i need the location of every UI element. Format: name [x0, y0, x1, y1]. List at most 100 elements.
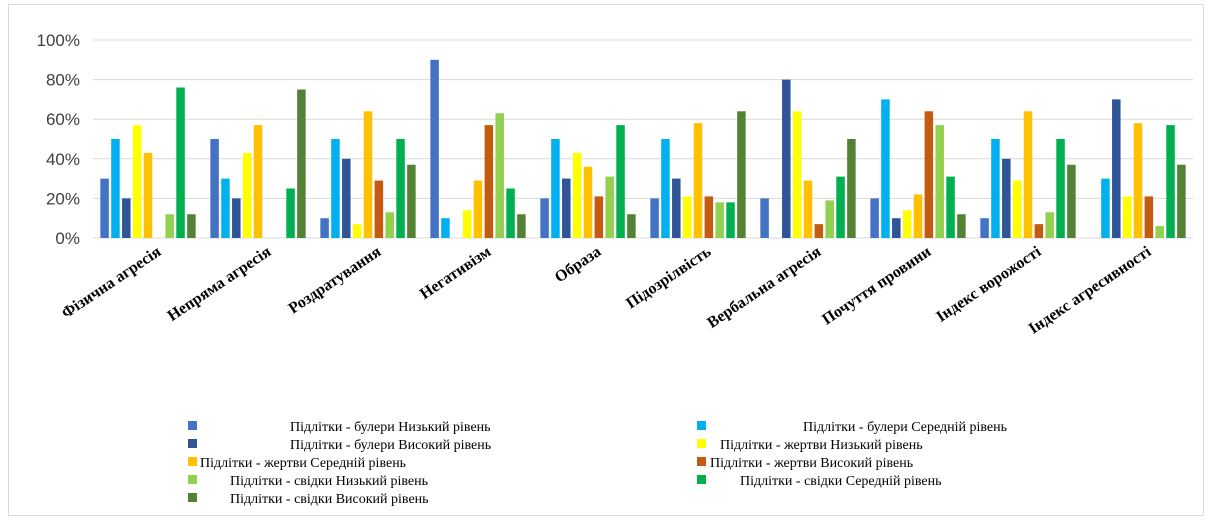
x-category-label: Почуття провини — [819, 243, 934, 328]
y-tick-label: 20% — [46, 189, 80, 208]
bar — [892, 218, 901, 238]
x-category-label: Роздратування — [286, 243, 385, 317]
legend-swatch — [188, 421, 197, 430]
y-tick-label: 100% — [37, 31, 80, 50]
legend-swatch — [188, 493, 197, 502]
legend-swatch — [697, 421, 706, 430]
bar — [286, 188, 295, 238]
bar — [1177, 164, 1186, 238]
bar — [594, 196, 604, 238]
bar — [980, 218, 989, 238]
bar — [232, 198, 241, 238]
bar — [221, 178, 230, 238]
bar — [430, 59, 439, 238]
legend-label: Підлітки - свідки Середній рівень — [740, 474, 941, 489]
bar — [605, 176, 614, 238]
bar — [297, 89, 306, 238]
bar — [100, 178, 109, 238]
bar — [782, 79, 791, 238]
bar — [132, 125, 142, 238]
bar — [210, 139, 219, 238]
bar — [1045, 212, 1054, 238]
bar — [165, 214, 174, 238]
bar — [902, 210, 912, 238]
bar — [693, 123, 703, 238]
bar — [704, 196, 714, 238]
legend-label: Підлітки - свідки Низький рівень — [230, 474, 428, 489]
bar — [242, 152, 252, 238]
legend-swatch — [188, 475, 197, 484]
bar — [1002, 158, 1011, 238]
bar — [991, 139, 1000, 238]
x-category-label: Індекс агресивності — [1026, 243, 1155, 338]
bar — [1155, 226, 1164, 238]
bar — [385, 212, 394, 238]
bar — [540, 198, 549, 238]
bar — [342, 158, 351, 238]
bar — [672, 178, 681, 238]
bar — [551, 139, 560, 238]
bar — [407, 164, 416, 238]
bar — [627, 214, 636, 238]
y-tick-label: 80% — [46, 71, 80, 90]
bar — [1067, 164, 1076, 238]
bar — [1101, 178, 1110, 238]
bar — [473, 180, 483, 238]
bar — [1023, 111, 1033, 238]
bar — [1056, 139, 1065, 238]
x-category-label: Непряма агресія — [165, 243, 275, 325]
bar — [374, 180, 384, 238]
bar — [715, 202, 724, 238]
legend-label: Підлітки - свідки Високий рівень — [230, 492, 429, 507]
x-category-label: Фізична агресія — [59, 243, 165, 322]
bar — [331, 139, 340, 238]
bar — [176, 87, 185, 239]
bar — [760, 198, 769, 238]
bar — [825, 200, 834, 238]
bar — [583, 166, 593, 238]
bar — [661, 139, 670, 238]
y-tick-label: 0% — [55, 229, 80, 248]
legend-label: Підлітки - булери Середній рівень — [803, 420, 1007, 435]
bar — [363, 111, 373, 238]
bar — [572, 152, 582, 238]
y-tick-label: 40% — [46, 150, 80, 169]
bar — [1133, 123, 1143, 238]
legend-label: Підлітки - булери Низький рівень — [290, 420, 491, 435]
bar — [870, 198, 879, 238]
bar — [462, 210, 472, 238]
x-category-label: Вербальна агресія — [704, 243, 824, 332]
legend-swatch — [697, 475, 706, 484]
bar — [320, 218, 329, 238]
bar — [187, 214, 196, 238]
bar — [111, 139, 120, 238]
legend-label: Підлітки - булери Високий рівень — [290, 438, 491, 453]
legend-label: Підлітки - жертви Низький рівень — [720, 438, 923, 453]
bar — [1166, 125, 1175, 238]
bar — [517, 214, 526, 238]
bar — [836, 176, 845, 238]
bar — [792, 111, 802, 238]
bar — [1122, 196, 1132, 238]
bar — [737, 111, 746, 238]
bar — [957, 214, 966, 238]
bar — [506, 188, 515, 238]
bar — [396, 139, 405, 238]
bar — [1034, 224, 1044, 238]
chart-frame — [8, 4, 1204, 516]
legend-label: Підлітки - жертви Середній рівень — [200, 456, 406, 471]
bar — [253, 125, 263, 238]
bar — [726, 202, 735, 238]
bar — [913, 194, 923, 238]
bar — [352, 224, 362, 238]
legend-label: Підлітки - жертви Високий рівень — [710, 456, 913, 471]
bar — [847, 139, 856, 238]
legend-swatch — [697, 457, 706, 466]
legend-swatch — [697, 439, 706, 448]
bar — [484, 125, 494, 238]
bar — [1144, 196, 1154, 238]
bar — [1112, 99, 1121, 239]
bar — [814, 224, 824, 238]
legend-swatch — [188, 457, 197, 466]
